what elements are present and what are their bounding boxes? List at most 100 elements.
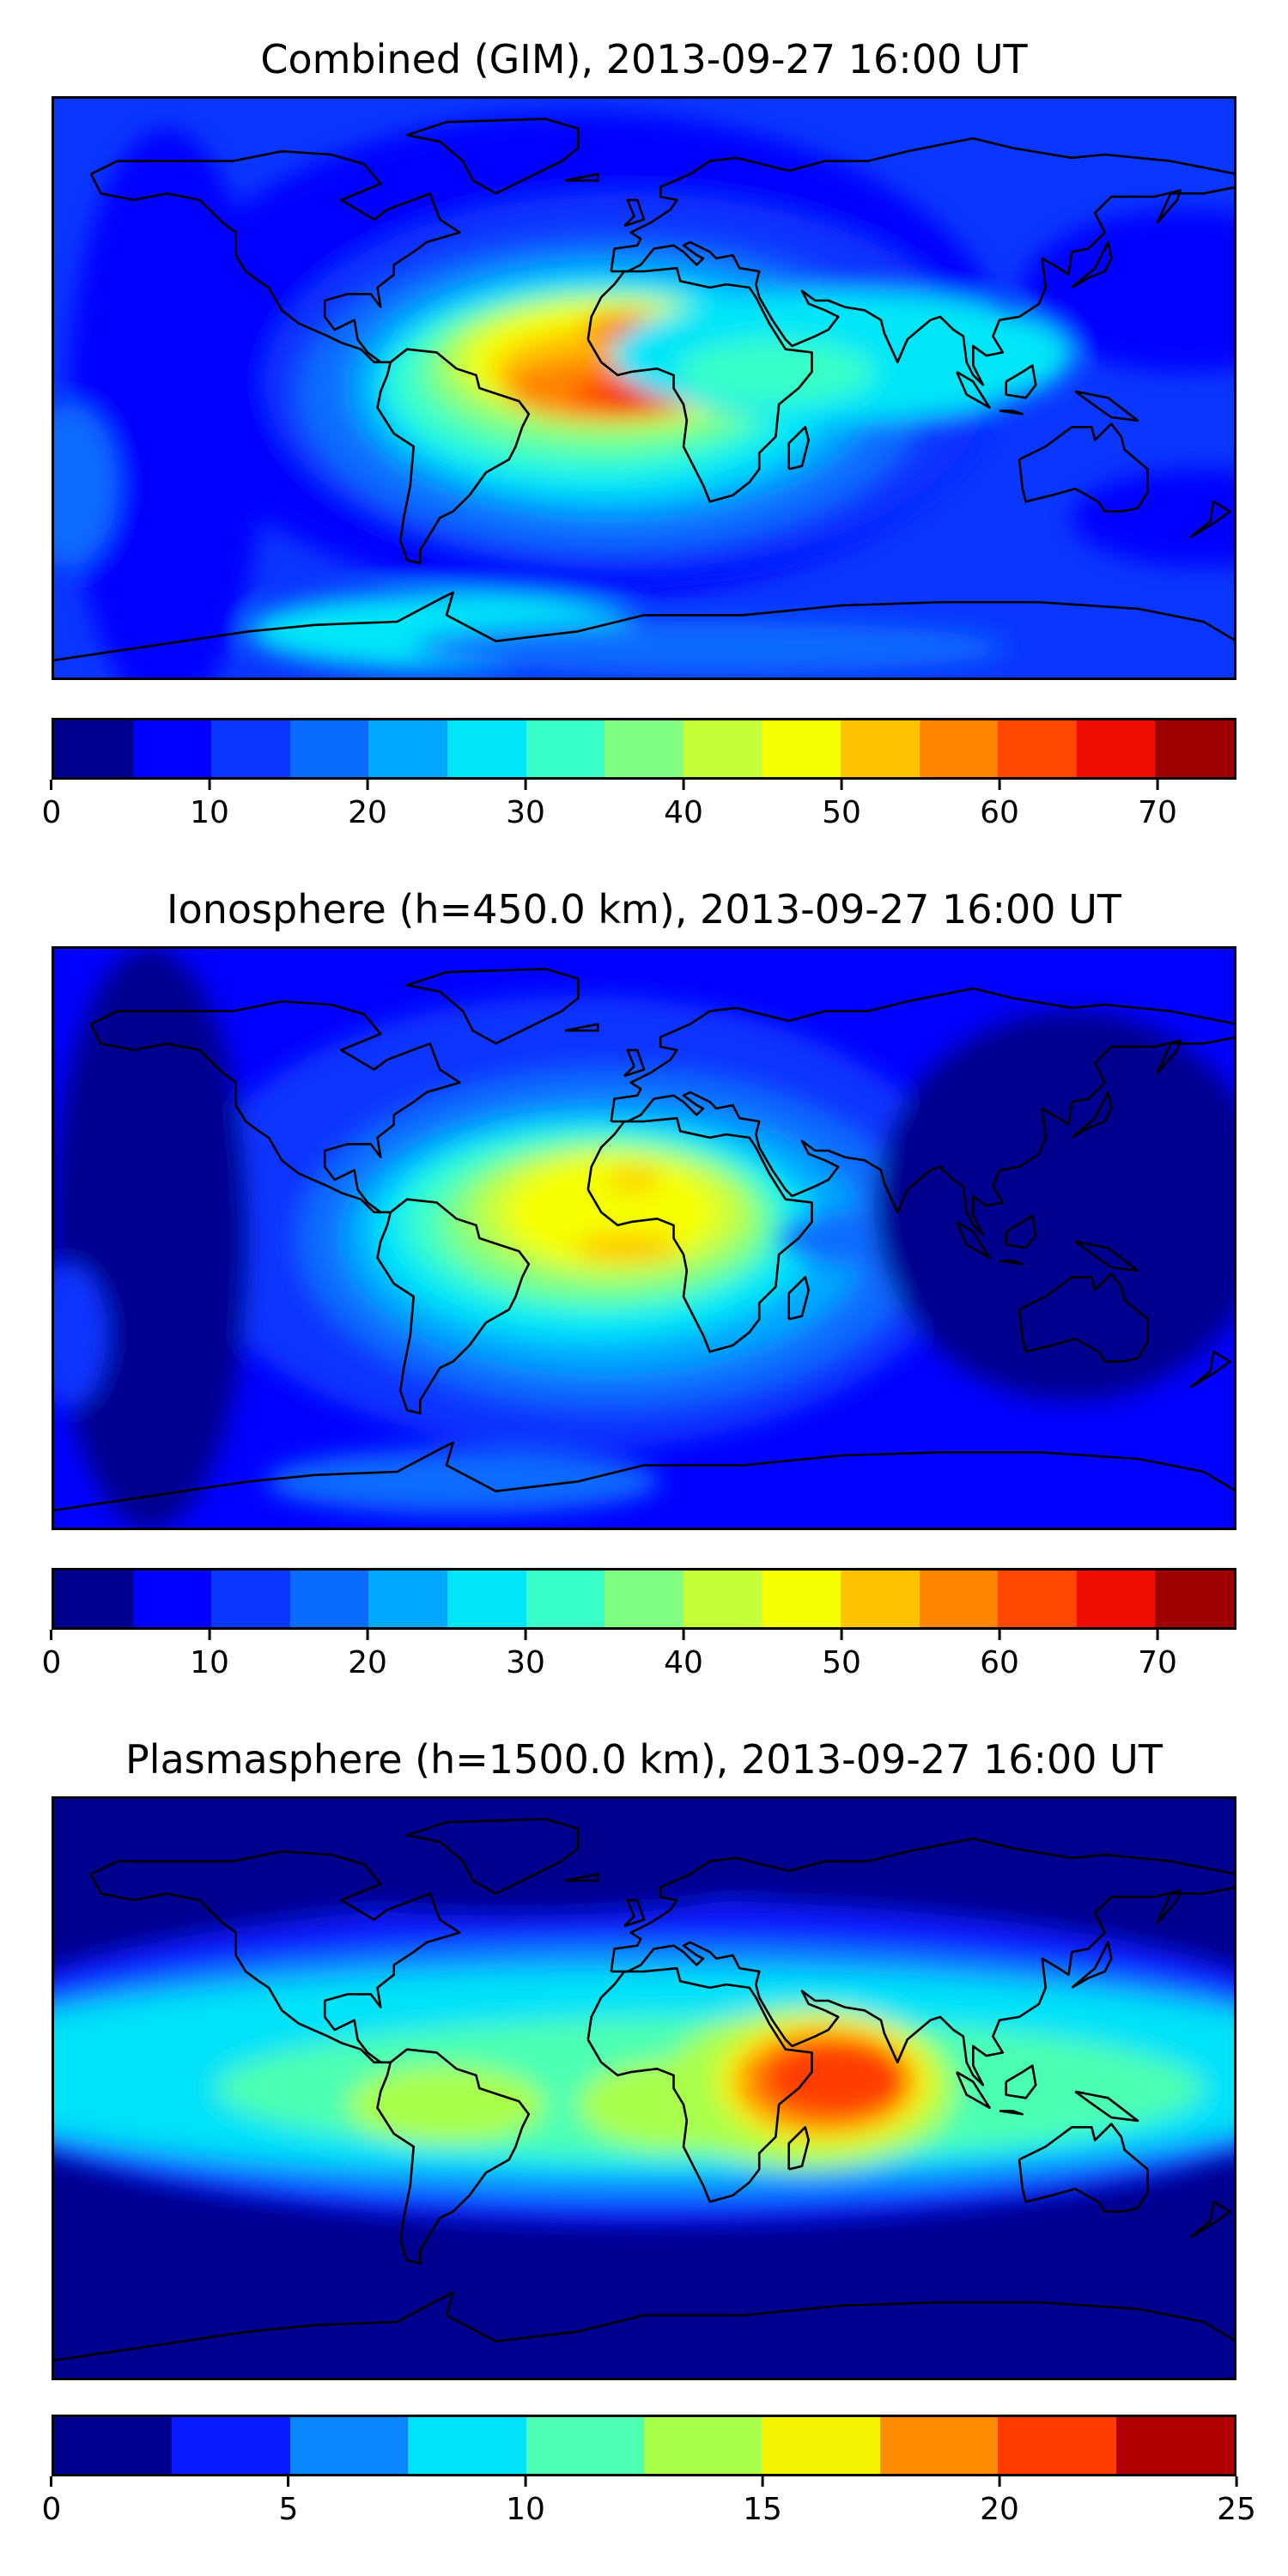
colorbar-tick-label: 10 <box>190 1640 229 1680</box>
coastline-12 <box>1071 1091 1113 1139</box>
contour-region-4 <box>348 2065 545 2144</box>
coastline-5 <box>405 118 580 195</box>
colorbar-tick-label: 20 <box>348 790 387 830</box>
colorbar-segment <box>762 1571 841 1627</box>
coastline-4 <box>1018 2123 1149 2213</box>
colorbar-segment <box>1115 2417 1235 2474</box>
panel-1-title: Combined (GIM), 2013-09-27 16:00 UT <box>260 36 1028 82</box>
colorbar-tick-label: 20 <box>980 2487 1019 2527</box>
colorbar-segment <box>762 720 841 777</box>
coastline-9 <box>999 2110 1024 2116</box>
colorbar-segment <box>1076 720 1156 777</box>
coastline-7 <box>787 1276 810 1321</box>
colorbar-tick-label: 30 <box>506 790 545 830</box>
contour-region-20 <box>677 339 875 404</box>
coastline-15 <box>1189 500 1231 538</box>
coastline-8 <box>956 370 991 409</box>
colorbar-segment <box>172 2417 290 2474</box>
colorbar-segment <box>526 2417 645 2474</box>
coastline-0 <box>89 1850 461 2064</box>
coastline-0 <box>89 999 461 1214</box>
coastline-8 <box>956 1220 991 1259</box>
coastline-11 <box>1074 2090 1139 2123</box>
coastline-3 <box>610 987 1236 1236</box>
colorbar-segment <box>762 2417 880 2474</box>
colorbar-segment <box>211 720 290 777</box>
coastline-14 <box>564 173 599 182</box>
panel-3-map <box>52 1796 1236 2380</box>
colorbar-segment <box>998 2417 1116 2474</box>
panel-2-map <box>52 946 1236 1530</box>
contour-map <box>52 1796 1236 2380</box>
coastline-11 <box>1074 1240 1139 1273</box>
panel-2-colorbar <box>52 1568 1236 1630</box>
panel-1-colorbar <box>52 718 1236 780</box>
colorbar-segment <box>683 1571 762 1627</box>
coastline-6 <box>52 591 1236 662</box>
colorbar-tick-label: 50 <box>822 1640 861 1680</box>
contour-map <box>52 946 1236 1530</box>
panel-3-title: Plasmasphere (h=1500.0 km), 2013-09-27 1… <box>125 1736 1163 1783</box>
colorbar-segment <box>132 1571 212 1627</box>
contour-region-12 <box>52 946 249 1530</box>
colorbar-segment <box>54 720 133 777</box>
colorbar-tick-label: 40 <box>664 1640 703 1680</box>
colorbar-segment <box>919 1571 999 1627</box>
coastline-7 <box>787 2126 810 2171</box>
coastline-10 <box>1005 364 1037 399</box>
coastline-10 <box>1005 1214 1037 1249</box>
coastline-13 <box>623 1048 646 1078</box>
coastline-15 <box>1189 1350 1231 1388</box>
coastline-9 <box>999 1260 1024 1266</box>
coastline-3 <box>610 1837 1236 2087</box>
coastline-15 <box>1189 2200 1231 2239</box>
coastline-4 <box>1018 1273 1149 1363</box>
colorbar-tick-label: 40 <box>664 790 703 830</box>
coastline-9 <box>999 410 1024 416</box>
coastline-2 <box>586 1116 813 1353</box>
coastline-12 <box>1071 1941 1113 1990</box>
colorbar-tick-label: 0 <box>42 1640 62 1680</box>
colorbar-tick-label: 70 <box>1138 790 1177 830</box>
colorbar-tick-label: 0 <box>42 2487 62 2527</box>
colorbar-segment <box>54 1571 133 1627</box>
contour-region-13 <box>52 1264 108 1407</box>
panel-1-colorbar-ticks: 0 10 20 30 40 50 60 70 <box>42 790 1236 841</box>
colorbar-tick-label: 60 <box>980 1640 1019 1680</box>
coastline-0 <box>89 149 461 364</box>
coastline-5 <box>405 968 580 1045</box>
colorbar-segment <box>998 720 1077 777</box>
coastlines <box>52 1818 1236 2362</box>
colorbar-segment <box>132 720 212 777</box>
panel-1-map <box>52 96 1236 680</box>
colorbar-segment <box>289 1571 369 1627</box>
contour-map <box>52 96 1236 680</box>
coastline-7 <box>787 426 810 471</box>
panel-3-colorbar <box>52 2415 1236 2476</box>
colorbar-tick-label: 60 <box>980 790 1019 830</box>
panel-2-colorbar-ticks: 0 10 20 30 40 50 60 70 <box>42 1640 1236 1692</box>
contour-region-11 <box>874 1011 1236 1400</box>
colorbar-segment <box>54 2417 173 2474</box>
colorbar-segment <box>919 720 999 777</box>
colorbar-segment <box>840 1571 920 1627</box>
coastline-14 <box>564 1023 599 1032</box>
colorbar-segment <box>1155 1571 1234 1627</box>
coastline-14 <box>564 1873 599 1882</box>
colorbar-tick-label: 50 <box>822 790 861 830</box>
colorbar-segment <box>1076 1571 1156 1627</box>
colorbar-segment <box>447 720 526 777</box>
coastline-11 <box>1074 390 1139 422</box>
coastlines <box>52 968 1236 1512</box>
colorbar-segment <box>605 1571 683 1627</box>
colorbar-segment <box>879 2417 999 2474</box>
colorbar-tick-label: 10 <box>506 2487 545 2527</box>
colorbar-tick-label: 25 <box>1217 2487 1256 2527</box>
coastline-6 <box>52 2291 1236 2362</box>
coastline-13 <box>623 1899 646 1928</box>
colorbar-tick-label: 20 <box>348 1640 387 1680</box>
colorbar-tick-label: 30 <box>506 1640 545 1680</box>
contour-region-9 <box>762 2039 908 2117</box>
contour-region-8 <box>574 1235 681 1261</box>
colorbar-segment <box>526 720 605 777</box>
